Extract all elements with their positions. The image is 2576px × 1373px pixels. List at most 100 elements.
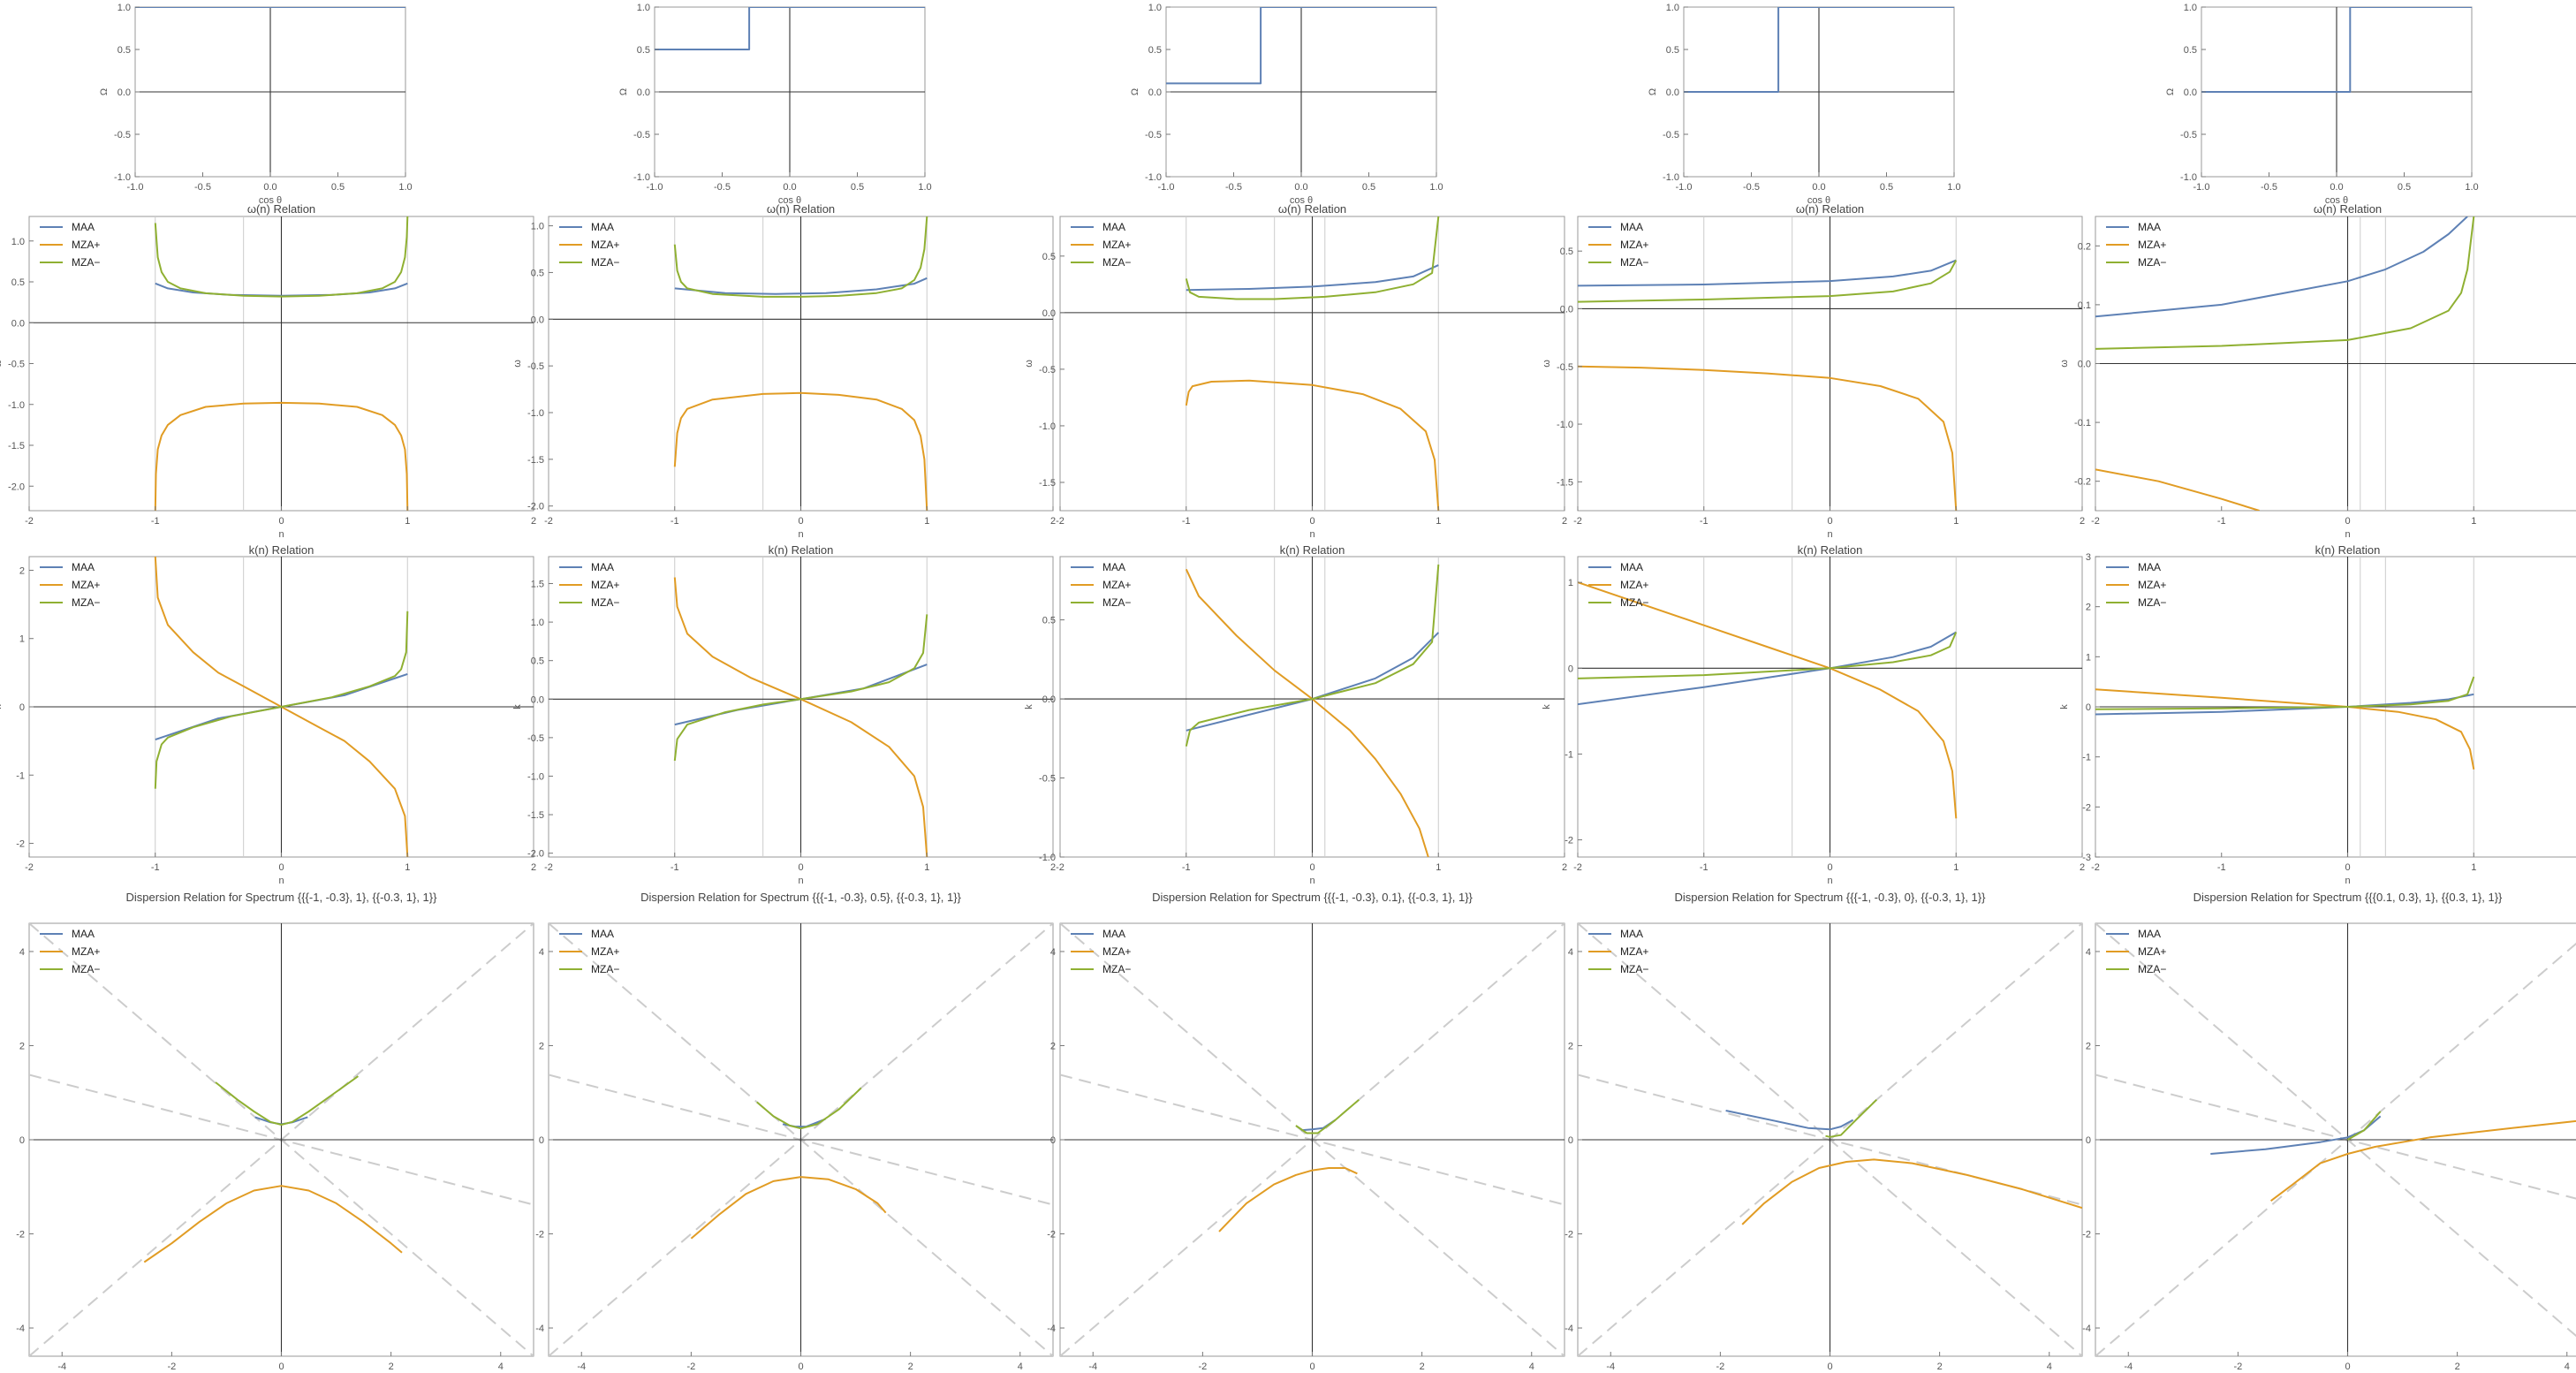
- chart-panel-omega-1: ω(n) Relation -2 -1 0 1 2 -2.0 -1.5 -1.0 -0.5 0.0 0…: [512, 202, 1056, 540]
- x-axis-label: n: [798, 529, 803, 540]
- series-line-MZAplus: [1185, 379, 1440, 511]
- y-tick-label: 1.0: [117, 3, 131, 13]
- x-tick-label: -0.5: [194, 182, 211, 193]
- y-tick-label: -1.0: [114, 172, 131, 183]
- x-tick-label: -1: [2217, 862, 2226, 873]
- y-tick-label: 0.5: [1666, 45, 1679, 56]
- series-line-MZAminus: [2095, 216, 2475, 350]
- y-tick-label: -1.0: [1557, 420, 1573, 430]
- y-tick-label: 0.0: [1042, 308, 1056, 319]
- x-tick-label: 0.0: [2330, 182, 2343, 193]
- x-tick-label: 0: [2345, 1362, 2350, 1372]
- y-tick-label: 1.0: [637, 3, 650, 13]
- x-tick-label: 0: [2345, 516, 2350, 527]
- x-tick-label: 2: [389, 1362, 394, 1372]
- x-tick-label: 2: [1050, 862, 1056, 873]
- chart-title: Dispersion Relation for Spectrum {{{-1, …: [640, 891, 961, 904]
- y-tick-label: -1.5: [8, 441, 25, 451]
- chart-title: k(n) Relation: [249, 543, 314, 557]
- series-line-MAA: [1578, 259, 1957, 287]
- legend: MAA MZA+ MZA−: [2106, 221, 2166, 269]
- y-tick-label: -0.5: [1039, 365, 1056, 375]
- plot-area: [1578, 557, 2082, 857]
- y-tick-label: -4: [1047, 1324, 1056, 1334]
- legend-label: MZA−: [1620, 963, 1648, 975]
- x-axis-label: n: [1309, 529, 1315, 540]
- legend-label: MAA: [2138, 928, 2161, 940]
- legend-label: MAA: [1102, 928, 1125, 940]
- x-tick-label: -1.0: [1158, 182, 1175, 193]
- legend-label: MZA+: [2138, 239, 2166, 251]
- x-tick-label: -4: [2124, 1362, 2133, 1372]
- y-tick-label: -4: [2082, 1324, 2091, 1334]
- y-tick-label: 0.5: [11, 277, 25, 288]
- y-tick-label: -4: [535, 1324, 544, 1334]
- series-line-MZAplus: [1185, 568, 1429, 857]
- y-tick-label: -1.0: [527, 771, 544, 782]
- legend-label: MZA+: [1620, 579, 1648, 591]
- legend-label: MAA: [591, 928, 614, 940]
- x-tick-label: 2: [531, 862, 536, 873]
- series-line-MZAminus: [1825, 1098, 1877, 1138]
- legend-label: MZA+: [1102, 945, 1131, 958]
- legend-label: MZA−: [72, 963, 100, 975]
- x-axis-label: cos θ: [2325, 195, 2348, 206]
- legend-label: MZA−: [591, 963, 619, 975]
- y-tick-label: 1: [2086, 652, 2091, 663]
- x-tick-label: 2: [1937, 1362, 1943, 1372]
- y-axis-label: ω: [2059, 360, 2070, 368]
- y-tick-label: 1: [19, 634, 25, 645]
- x-tick-label: 0: [1309, 1362, 1315, 1372]
- y-tick-label: 1: [1568, 578, 1573, 588]
- legend: MAA MZA+ MZA−: [1588, 221, 1648, 269]
- legend: MAA MZA+ MZA−: [1071, 561, 1131, 609]
- x-axis-label: cos θ: [778, 195, 801, 206]
- series-line-MAA: [1186, 264, 1439, 292]
- x-tick-label: 1: [924, 516, 929, 527]
- legend: MAA MZA+ MZA−: [1588, 561, 1648, 609]
- y-tick-label: 0: [19, 702, 25, 713]
- series-line-MZAplus: [2270, 1119, 2576, 1202]
- chart-title: Dispersion Relation for Spectrum {{{0.1,…: [2193, 891, 2503, 904]
- y-tick-label: -3: [2082, 853, 2091, 863]
- x-tick-label: -2: [1716, 1362, 1724, 1372]
- legend: MAA MZA+ MZA−: [40, 221, 100, 269]
- plot-area: [549, 557, 1053, 857]
- x-tick-label: 1: [2471, 862, 2476, 873]
- x-tick-label: -4: [577, 1362, 586, 1372]
- legend-label: MZA−: [1102, 256, 1131, 269]
- chart-title: Dispersion Relation for Spectrum {{{-1, …: [126, 891, 438, 904]
- y-axis-label: ω: [0, 360, 4, 368]
- x-axis-label: cos θ: [259, 195, 282, 206]
- plot-area: [2095, 557, 2576, 857]
- y-tick-label: -0.5: [527, 361, 544, 372]
- legend-label: MZA+: [591, 239, 619, 251]
- legend-label: MZA−: [2138, 596, 2166, 609]
- y-tick-label: 4: [539, 947, 544, 958]
- chart-panel-spectrum-1: -1.0 -0.5 0.0 0.5 1.0 -1.0 -0.5 0.0 0.5 1.0 cos θ Ω: [618, 3, 932, 206]
- legend-label: MZA−: [72, 596, 100, 609]
- x-tick-label: 1: [1953, 862, 1959, 873]
- x-tick-label: -2: [167, 1362, 176, 1372]
- y-axis-label: k: [512, 704, 523, 709]
- plot-area: [1060, 923, 1565, 1356]
- y-axis-label: k: [1024, 704, 1034, 709]
- legend-label: MZA−: [1102, 963, 1131, 975]
- chart-title: ω(n) Relation: [2314, 202, 2382, 216]
- legend-label: MAA: [1102, 561, 1125, 573]
- y-tick-label: 0.5: [117, 45, 131, 56]
- x-axis-label: n: [1827, 876, 1832, 886]
- legend-label: MZA−: [1102, 596, 1131, 609]
- y-tick-label: 2: [1050, 1041, 1056, 1051]
- x-axis-label: cos θ: [1290, 195, 1313, 206]
- y-tick-label: 0.0: [531, 694, 544, 705]
- x-tick-label: 1: [1436, 862, 1441, 873]
- series-line-MZAminus: [2347, 1111, 2382, 1141]
- x-tick-label: 0.0: [783, 182, 796, 193]
- series-line-MAA: [1725, 1110, 1854, 1131]
- y-tick-label: 0.0: [11, 318, 25, 329]
- chart-title: k(n) Relation: [1280, 543, 1345, 557]
- legend: MAA MZA+ MZA−: [1588, 928, 1648, 975]
- legend-label: MAA: [72, 928, 95, 940]
